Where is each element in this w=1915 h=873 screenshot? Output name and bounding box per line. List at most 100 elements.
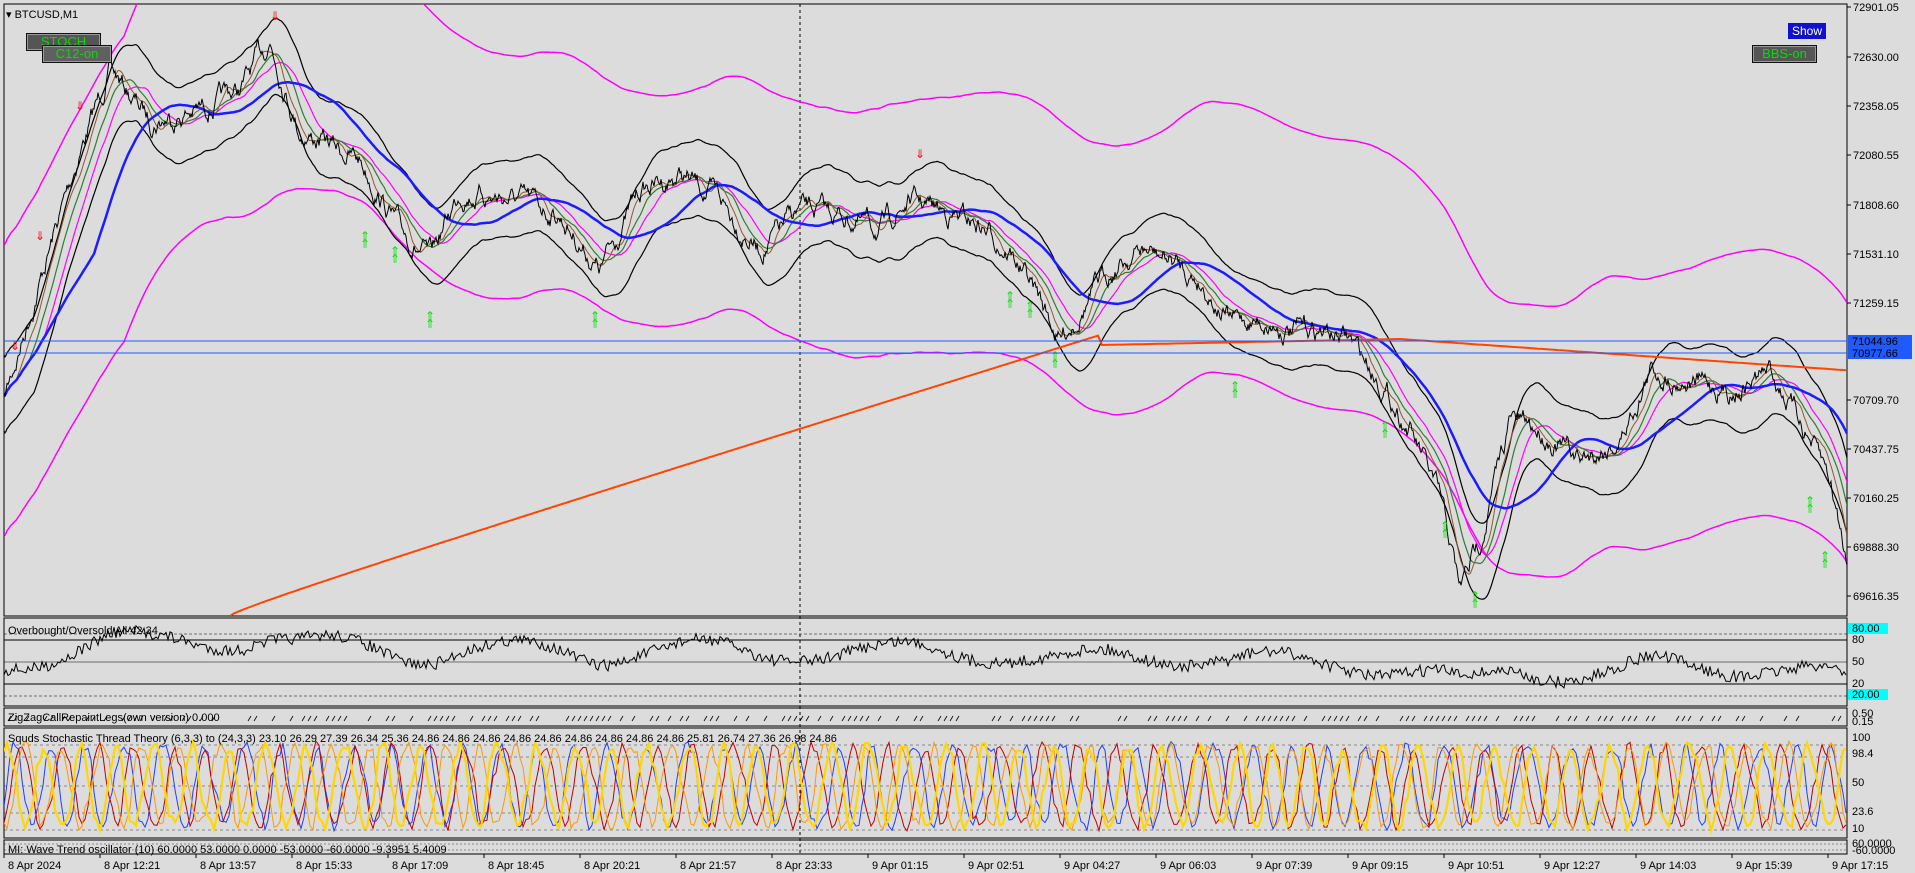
wave-label: MI: Wave Trend oscillator (10) 60.0000 5… xyxy=(8,844,447,856)
zigzag-leg xyxy=(763,715,768,722)
zigzag-leg xyxy=(1033,715,1038,722)
ma-brown xyxy=(4,50,1847,575)
zigzag-leg xyxy=(1483,715,1488,722)
buy-arrow-icon: ⇑ xyxy=(1025,299,1035,313)
price-axis-label: 70437.75 xyxy=(1853,444,1899,456)
zigzag-leg xyxy=(199,715,204,722)
zigzag-leg xyxy=(733,715,738,722)
time-axis-label: 8 Apr 23:33 xyxy=(776,860,832,872)
buy-arrow-icon: ⇑ xyxy=(1470,597,1480,611)
collapse-triangle-icon[interactable]: ▾ xyxy=(6,9,12,21)
zigzag-leg xyxy=(799,715,804,722)
zigzag-leg xyxy=(1243,715,1248,722)
zigzag-leg xyxy=(1525,715,1530,722)
bb-inner-lower xyxy=(4,93,1847,600)
wave-level-top: 60.0000 xyxy=(1852,838,1892,850)
zigzag-leg xyxy=(865,715,870,722)
zigzag-leg xyxy=(805,715,810,722)
ob-level-20: 20 xyxy=(1852,678,1864,690)
sell-arrow-icon: ⇓ xyxy=(915,147,925,161)
zigzag-leg xyxy=(1333,715,1338,722)
bbs-button[interactable]: BBS-on xyxy=(1752,45,1817,63)
buy-arrow-icon: ⇑ xyxy=(1440,527,1450,541)
zigzag-leg xyxy=(997,715,1002,722)
zigzag-leg xyxy=(1039,715,1044,722)
time-axis-label: 8 Apr 2024 xyxy=(8,860,61,872)
buy-arrow-icon: ⇑ xyxy=(1440,519,1450,533)
price-axis-label: 72901.05 xyxy=(1853,2,1899,14)
time-axis-label: 8 Apr 13:57 xyxy=(200,860,256,872)
show-button[interactable]: Show xyxy=(1788,23,1827,39)
stoch-series-2 xyxy=(4,739,1847,832)
zigzag-leg xyxy=(301,715,306,722)
stoch-pane[interactable] xyxy=(3,727,1848,839)
zigzag-leg xyxy=(535,715,540,722)
zigzag-leg xyxy=(667,715,672,722)
zigzag-leg xyxy=(1717,715,1722,722)
zigzag-leg xyxy=(631,715,636,722)
zigzag-leg xyxy=(1795,715,1800,722)
zigzag-leg xyxy=(571,715,576,722)
bb-inner-upper xyxy=(4,17,1847,524)
zigzag-leg xyxy=(1567,715,1572,722)
zigzag-leg xyxy=(103,715,108,722)
zigzag-leg xyxy=(679,715,684,722)
zigzag-leg xyxy=(1783,715,1788,722)
time-axis-label: 9 Apr 12:27 xyxy=(1544,860,1600,872)
zigzag-pane[interactable] xyxy=(3,707,1848,727)
zigzag-leg xyxy=(1621,715,1626,722)
zigzag-leg xyxy=(139,715,144,722)
zigzag-leg xyxy=(595,715,600,722)
main-pane[interactable] xyxy=(3,3,1848,617)
zigzag-leg xyxy=(1147,715,1152,722)
zigzag-leg xyxy=(133,715,138,722)
zigzag-leg xyxy=(151,715,156,722)
wave-pane[interactable] xyxy=(3,839,1848,855)
time-axis-label: 8 Apr 15:33 xyxy=(296,860,352,872)
st-level-23: 23.6 xyxy=(1852,806,1873,818)
zigzag-leg xyxy=(13,715,18,722)
zigzag-leg xyxy=(181,715,186,722)
price-candles xyxy=(4,37,1847,586)
zigzag-leg xyxy=(1609,715,1614,722)
price-axis-label: 72080.55 xyxy=(1853,150,1899,162)
zigzag-leg xyxy=(1651,715,1656,722)
zigzag-leg xyxy=(1255,715,1260,722)
price-axis-label: 70160.25 xyxy=(1853,493,1899,505)
zigzag-leg xyxy=(649,715,654,722)
ob-os-line xyxy=(4,624,1847,689)
zigzag-leg xyxy=(1837,715,1842,722)
zigzag-leg xyxy=(1711,715,1716,722)
buy-arrow-icon: ⇑ xyxy=(390,244,400,258)
zigzag-leg xyxy=(289,715,294,722)
buy-arrow-icon: ⇑ xyxy=(1380,427,1390,441)
zigzag-leg xyxy=(1585,715,1590,722)
time-axis-label: 9 Apr 07:39 xyxy=(1256,860,1312,872)
zigzag-leg xyxy=(169,715,174,722)
zigzag-leg xyxy=(1339,715,1344,722)
zigzag-leg xyxy=(1495,715,1500,722)
price-axis-label: 71259.15 xyxy=(1853,298,1899,310)
zigzag-leg xyxy=(517,715,522,722)
zigzag-leg xyxy=(577,715,582,722)
ob-level-50: 50 xyxy=(1852,656,1864,668)
zigzag-leg xyxy=(49,715,54,722)
buy-arrow-icon: ⇑ xyxy=(425,317,435,331)
zigzag-leg xyxy=(1633,715,1638,722)
zigzag-leg xyxy=(1453,715,1458,722)
zigzag-leg xyxy=(1075,715,1080,722)
zigzag-leg xyxy=(439,715,444,722)
zigzag-leg xyxy=(307,715,312,722)
c12-button[interactable]: C12-on xyxy=(42,45,112,63)
time-axis-label: 9 Apr 14:03 xyxy=(1640,860,1696,872)
zigzag-leg xyxy=(1513,715,1518,722)
zigzag-leg xyxy=(1285,715,1290,722)
st-level-50: 50 xyxy=(1852,777,1864,789)
zigzag-leg xyxy=(1405,715,1410,722)
zigzag-leg xyxy=(859,715,864,722)
zigzag-leg xyxy=(745,715,750,722)
ma-orange xyxy=(229,334,1847,616)
os-level-bottom: 20.00 xyxy=(1852,689,1880,701)
zigzag-leg xyxy=(481,715,486,722)
